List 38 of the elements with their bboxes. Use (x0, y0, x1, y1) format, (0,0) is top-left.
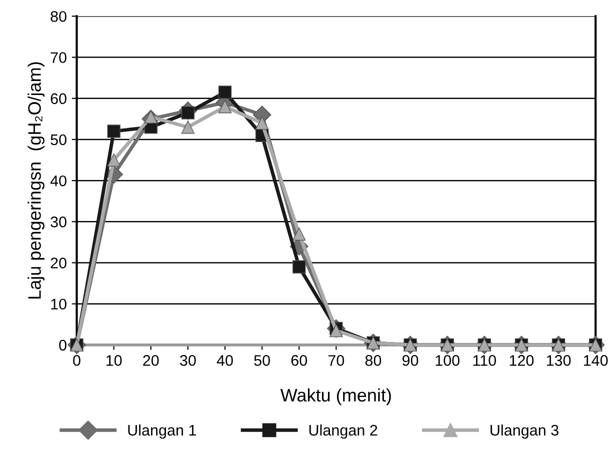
y-tick-label: 50 (50, 134, 66, 146)
x-tick-label: 130 (546, 355, 571, 366)
y-tick-label: 10 (51, 298, 66, 310)
x-tick-label: 110 (473, 355, 496, 366)
legend-label: Ulangan 2 (309, 424, 378, 439)
point (107, 124, 120, 138)
x-tick-label: 120 (510, 355, 534, 366)
y-tick-label: 80 (50, 11, 66, 22)
y-tick-label: 40 (50, 175, 66, 186)
point (144, 110, 158, 124)
x-tick-label: 90 (402, 355, 418, 366)
legend-label: Ulangan 1 (128, 424, 196, 439)
y-tick-label: 0 (59, 340, 66, 351)
x-tick-label: 50 (254, 355, 270, 366)
x-tick-label: 80 (365, 355, 382, 366)
x-tick-label: 60 (291, 355, 308, 366)
point (255, 116, 269, 130)
y-tick-label: 30 (50, 216, 66, 228)
y-axis-title: Laju pengeringsn (gH₂O/jam) (28, 62, 44, 298)
y-tick-label: 20 (50, 258, 66, 268)
x-tick-label: 40 (216, 355, 233, 366)
x-axis-title: Waktu (menit) (280, 388, 391, 406)
x-tick-label: 20 (143, 355, 159, 366)
x-tick-label: 0 (73, 355, 80, 366)
x-tick-label: 140 (584, 355, 608, 366)
x-tick-label: 30 (180, 355, 196, 366)
y-tick-label: 70 (50, 52, 66, 63)
point (218, 86, 232, 99)
point (292, 227, 306, 241)
legend-label: Ulangan 3 (490, 424, 558, 439)
y-tick-label: 60 (50, 93, 66, 104)
point (181, 120, 195, 134)
point (107, 153, 120, 167)
x-tick-label: 70 (328, 355, 344, 366)
x-tick-label: 10 (106, 355, 122, 366)
point (218, 100, 232, 114)
x-tick-label: 100 (436, 355, 460, 366)
point (292, 260, 306, 274)
